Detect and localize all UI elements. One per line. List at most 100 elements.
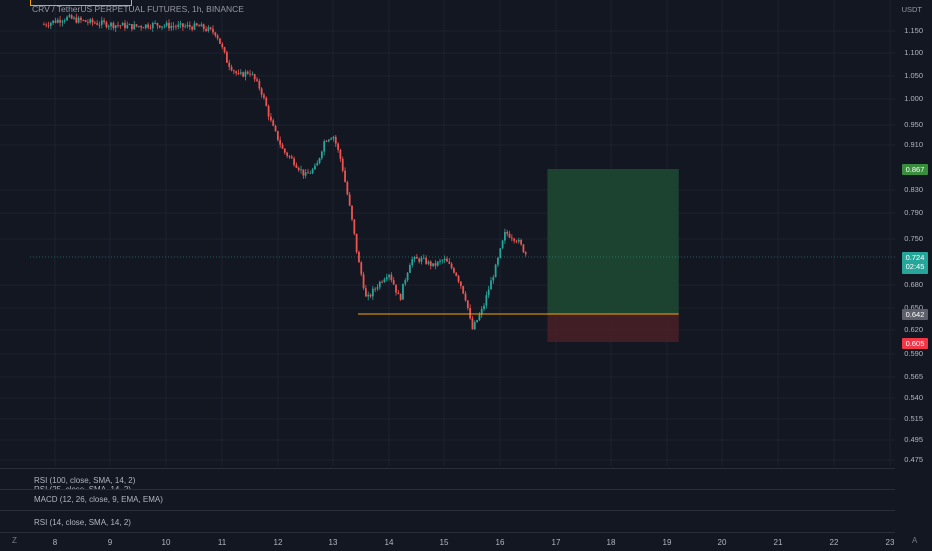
candle-body — [177, 24, 180, 28]
candle-body — [425, 257, 428, 264]
candle-body — [415, 256, 418, 259]
candle-body — [395, 284, 397, 293]
candle-body — [63, 20, 66, 22]
candle-body — [409, 265, 411, 273]
candle-body — [399, 294, 402, 300]
candle-body — [260, 88, 263, 95]
candle-body — [179, 23, 182, 25]
rsi-short-panel[interactable]: RSI (14, close, SMA, 14, 2) — [0, 510, 895, 533]
candle-body — [422, 257, 425, 259]
candle-body — [147, 24, 150, 28]
candle-body — [420, 258, 423, 262]
candle-body — [334, 136, 337, 144]
candle-body — [462, 286, 465, 294]
candle-body — [223, 47, 226, 53]
candle-body — [320, 151, 323, 159]
candle-body — [469, 307, 472, 319]
candle-body — [188, 24, 191, 27]
auto-scale-icon[interactable]: A — [912, 536, 918, 545]
candle-body — [184, 26, 187, 28]
candle-body — [459, 281, 462, 287]
candle-body — [304, 172, 307, 176]
zoom-toggle-icon[interactable]: Z — [12, 536, 17, 545]
candle-body — [151, 23, 154, 29]
candle-body — [307, 172, 309, 174]
time-axis[interactable] — [0, 532, 895, 551]
candle-body — [332, 136, 335, 139]
candle-body — [318, 158, 321, 164]
price-tick-label: 0.565 — [904, 372, 923, 381]
candle-body — [216, 35, 219, 39]
rsi-long-panel[interactable]: RSI (100, close, SMA, 14, 2) RSI (25, cl… — [0, 468, 895, 490]
candle-body — [353, 219, 356, 234]
candle-body — [480, 309, 483, 315]
candle-body — [485, 295, 488, 306]
candle-body — [311, 169, 314, 174]
candle-body — [258, 80, 261, 89]
currency-label: USDT — [901, 5, 922, 14]
candle-body — [492, 277, 495, 281]
candle-body — [86, 21, 89, 23]
title-highlight — [30, 0, 132, 6]
candle-body — [249, 73, 251, 75]
candle-body — [513, 238, 516, 241]
macd-panel[interactable]: MACD (12, 26, close, 9, EMA, EMA) — [0, 489, 895, 511]
candle-body — [253, 74, 256, 80]
candle-body — [397, 292, 400, 295]
candle-body — [80, 17, 82, 21]
candle-body — [346, 182, 349, 195]
candle-body — [270, 116, 272, 121]
candle-body — [239, 72, 242, 74]
candle-body — [91, 19, 94, 23]
candle-body — [453, 268, 455, 273]
candle-body — [144, 24, 147, 28]
candle-body — [172, 26, 175, 27]
candle-body — [503, 231, 506, 241]
current-price-value: 0.724 — [905, 253, 925, 262]
candle-body — [274, 125, 277, 132]
candle-body — [124, 22, 126, 29]
price-tick-label: 0.590 — [904, 349, 923, 358]
time-tick-label: 9 — [107, 538, 113, 547]
candle-body — [110, 22, 112, 27]
candle-body — [446, 258, 448, 262]
candle-body — [235, 71, 238, 74]
candle-body — [427, 261, 430, 264]
rsi-long-label: RSI (100, close, SMA, 14, 2) — [34, 476, 136, 485]
candle-body — [70, 15, 73, 19]
candle-body — [156, 22, 159, 26]
candle-body — [524, 252, 527, 255]
candle-body — [351, 205, 353, 220]
candle-body — [112, 22, 115, 28]
candle-body — [246, 71, 249, 74]
candle-body — [279, 140, 282, 145]
candle-body — [45, 24, 48, 26]
candle-body — [434, 263, 437, 266]
candle-body — [476, 320, 478, 323]
candle-body — [75, 17, 78, 23]
candle-countdown: 02:45 — [905, 262, 925, 271]
candle-body — [367, 294, 370, 297]
time-tick-label: 15 — [439, 538, 449, 547]
candle-body — [281, 144, 284, 149]
candle-body — [47, 25, 50, 27]
candle-body — [66, 16, 68, 21]
time-tick-label: 16 — [495, 538, 505, 547]
candle-body — [295, 164, 298, 168]
candle-body — [131, 24, 133, 30]
target-price-label: 0.867 — [902, 164, 928, 175]
candle-body — [413, 256, 416, 260]
candle-body — [219, 38, 221, 44]
candle-body — [457, 275, 460, 282]
candle-body — [362, 274, 365, 289]
price-tick-label: 0.540 — [904, 393, 923, 402]
candle-body — [107, 26, 110, 28]
candle-body — [82, 20, 85, 21]
candle-body — [522, 244, 525, 253]
price-tick-label: 0.910 — [904, 140, 923, 149]
current-price-label: 0.724 02:45 — [902, 252, 928, 274]
candle-body — [59, 19, 61, 23]
candle-body — [323, 141, 326, 152]
candle-body — [348, 194, 351, 206]
